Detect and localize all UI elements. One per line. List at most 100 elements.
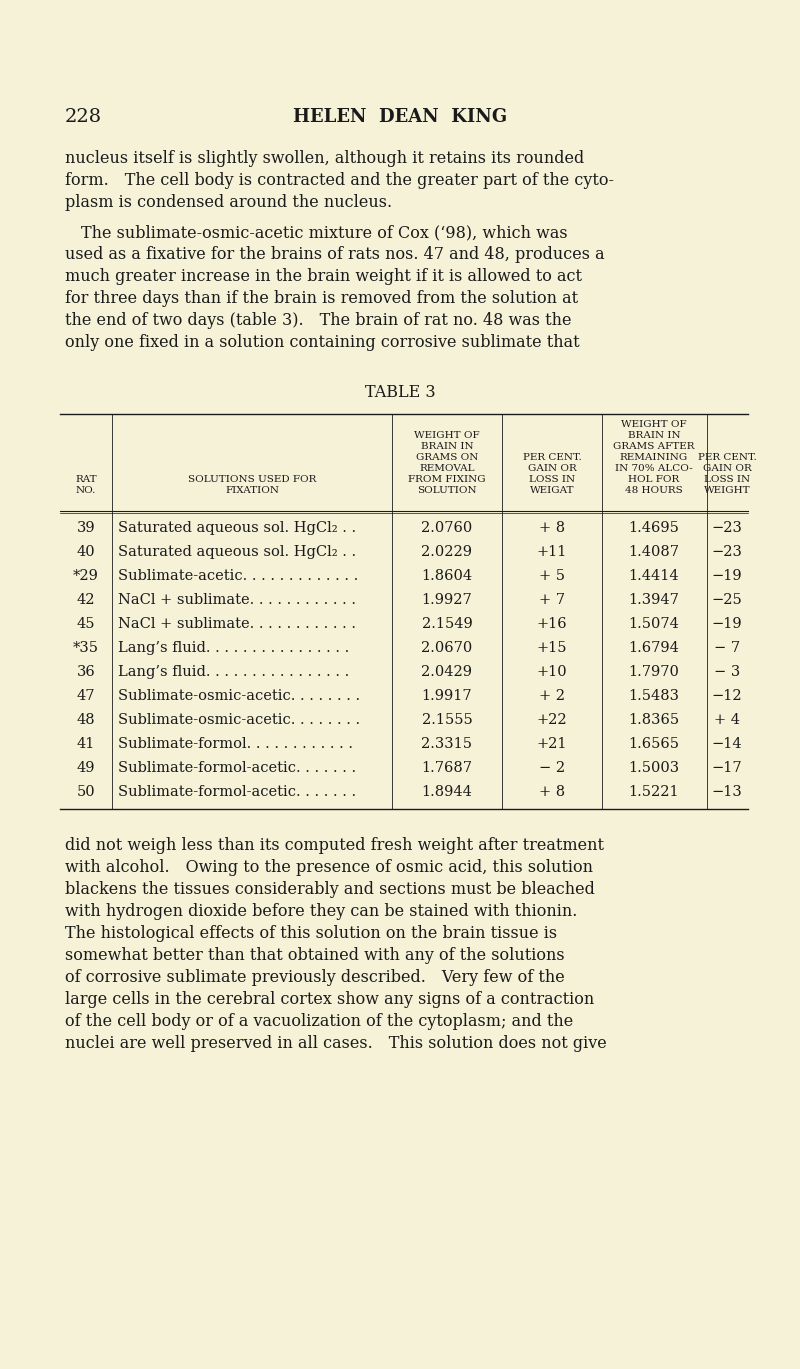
Text: 1.7970: 1.7970: [629, 665, 679, 679]
Text: 42: 42: [77, 593, 95, 606]
Text: −19: −19: [712, 617, 742, 631]
Text: SOLUTION: SOLUTION: [417, 486, 477, 496]
Text: SOLUTIONS USED FOR: SOLUTIONS USED FOR: [188, 475, 316, 485]
Text: Sublimate-formol-acetic. . . . . . .: Sublimate-formol-acetic. . . . . . .: [118, 761, 356, 775]
Text: 228: 228: [65, 108, 102, 126]
Text: −12: −12: [712, 689, 742, 704]
Text: 2.0670: 2.0670: [422, 641, 473, 654]
Text: GRAMS ON: GRAMS ON: [416, 453, 478, 461]
Text: Sublimate-acetic. . . . . . . . . . . . .: Sublimate-acetic. . . . . . . . . . . . …: [118, 570, 358, 583]
Text: TABLE 3: TABLE 3: [365, 383, 435, 401]
Text: FROM FIXING: FROM FIXING: [408, 475, 486, 485]
Text: −23: −23: [711, 545, 742, 559]
Text: used as a fixative for the brains of rats nos. 47 and 48, produces a: used as a fixative for the brains of rat…: [65, 246, 605, 263]
Text: +16: +16: [537, 617, 567, 631]
Text: form. The cell body is contracted and the greater part of the cyto-: form. The cell body is contracted and th…: [65, 172, 614, 189]
Text: of corrosive sublimate previously described. Very few of the: of corrosive sublimate previously descri…: [65, 969, 565, 986]
Text: LOSS IN: LOSS IN: [704, 475, 750, 485]
Text: The histological effects of this solution on the brain tissue is: The histological effects of this solutio…: [65, 925, 557, 942]
Text: 1.4087: 1.4087: [629, 545, 679, 559]
Text: with hydrogen dioxide before they can be stained with thionin.: with hydrogen dioxide before they can be…: [65, 904, 578, 920]
Text: −23: −23: [711, 522, 742, 535]
Text: 2.3315: 2.3315: [422, 737, 473, 752]
Text: 1.5221: 1.5221: [629, 784, 679, 799]
Text: − 2: − 2: [539, 761, 565, 775]
Text: nucleus itself is slightly swollen, although it retains its rounded: nucleus itself is slightly swollen, alth…: [65, 151, 584, 167]
Text: the end of two days (table 3). The brain of rat no. 48 was the: the end of two days (table 3). The brain…: [65, 312, 571, 329]
Text: 1.7687: 1.7687: [422, 761, 473, 775]
Text: somewhat better than that obtained with any of the solutions: somewhat better than that obtained with …: [65, 947, 565, 964]
Text: GAIN OR: GAIN OR: [702, 464, 751, 474]
Text: Lang’s fluid. . . . . . . . . . . . . . . .: Lang’s fluid. . . . . . . . . . . . . . …: [118, 665, 350, 679]
Text: *29: *29: [73, 570, 99, 583]
Text: HELEN  DEAN  KING: HELEN DEAN KING: [293, 108, 507, 126]
Text: RAT: RAT: [75, 475, 97, 485]
Text: −19: −19: [712, 570, 742, 583]
Text: 1.8604: 1.8604: [422, 570, 473, 583]
Text: 47: 47: [77, 689, 95, 704]
Text: 1.5074: 1.5074: [629, 617, 679, 631]
Text: 48: 48: [77, 713, 95, 727]
Text: Sublimate-osmic-acetic. . . . . . . .: Sublimate-osmic-acetic. . . . . . . .: [118, 713, 360, 727]
Text: −13: −13: [712, 784, 742, 799]
Text: 1.8365: 1.8365: [629, 713, 679, 727]
Text: +22: +22: [537, 713, 567, 727]
Text: NaCl + sublimate. . . . . . . . . . . .: NaCl + sublimate. . . . . . . . . . . .: [118, 617, 356, 631]
Text: Saturated aqueous sol. HgCl₂ . .: Saturated aqueous sol. HgCl₂ . .: [118, 522, 356, 535]
Text: Sublimate-formol. . . . . . . . . . . .: Sublimate-formol. . . . . . . . . . . .: [118, 737, 353, 752]
Text: 50: 50: [77, 784, 95, 799]
Text: BRAIN IN: BRAIN IN: [628, 431, 680, 439]
Text: FIXATION: FIXATION: [225, 486, 279, 496]
Text: WEIGHT OF: WEIGHT OF: [414, 431, 480, 439]
Text: 1.6794: 1.6794: [629, 641, 679, 654]
Text: of the cell body or of a vacuolization of the cytoplasm; and the: of the cell body or of a vacuolization o…: [65, 1013, 574, 1029]
Text: +21: +21: [537, 737, 567, 752]
Text: 40: 40: [77, 545, 95, 559]
Text: BRAIN IN: BRAIN IN: [421, 442, 474, 450]
Text: only one fixed in a solution containing corrosive sublimate that: only one fixed in a solution containing …: [65, 334, 580, 350]
Text: Sublimate-formol-acetic. . . . . . .: Sublimate-formol-acetic. . . . . . .: [118, 784, 356, 799]
Text: WEIGHT: WEIGHT: [704, 486, 750, 496]
Text: 1.3947: 1.3947: [629, 593, 679, 606]
Text: Lang’s fluid. . . . . . . . . . . . . . . .: Lang’s fluid. . . . . . . . . . . . . . …: [118, 641, 350, 654]
Text: 1.4695: 1.4695: [629, 522, 679, 535]
Text: 2.0429: 2.0429: [422, 665, 473, 679]
Text: −17: −17: [712, 761, 742, 775]
Text: GAIN OR: GAIN OR: [528, 464, 576, 474]
Text: 41: 41: [77, 737, 95, 752]
Text: 2.1555: 2.1555: [422, 713, 472, 727]
Text: HOL FOR: HOL FOR: [628, 475, 680, 485]
Text: 1.6565: 1.6565: [629, 737, 679, 752]
Text: +15: +15: [537, 641, 567, 654]
Text: for three days than if the brain is removed from the solution at: for three days than if the brain is remo…: [65, 290, 578, 307]
Text: + 4: + 4: [714, 713, 740, 727]
Text: + 7: + 7: [539, 593, 565, 606]
Text: *35: *35: [73, 641, 99, 654]
Text: PER CENT.: PER CENT.: [698, 453, 756, 461]
Text: plasm is condensed around the nucleus.: plasm is condensed around the nucleus.: [65, 194, 392, 211]
Text: NO.: NO.: [76, 486, 96, 496]
Text: WEIGAT: WEIGAT: [530, 486, 574, 496]
Text: Sublimate-osmic-acetic. . . . . . . .: Sublimate-osmic-acetic. . . . . . . .: [118, 689, 360, 704]
Text: + 8: + 8: [539, 522, 565, 535]
Text: IN 70% ALCO-: IN 70% ALCO-: [615, 464, 693, 474]
Text: +10: +10: [537, 665, 567, 679]
Text: 2.0229: 2.0229: [422, 545, 473, 559]
Text: Saturated aqueous sol. HgCl₂ . .: Saturated aqueous sol. HgCl₂ . .: [118, 545, 356, 559]
Text: PER CENT.: PER CENT.: [522, 453, 582, 461]
Text: 45: 45: [77, 617, 95, 631]
Text: did not weigh less than its computed fresh weight after treatment: did not weigh less than its computed fre…: [65, 836, 604, 854]
Text: 48 HOURS: 48 HOURS: [625, 486, 683, 496]
Text: REMOVAL: REMOVAL: [419, 464, 474, 474]
Text: 1.5483: 1.5483: [629, 689, 679, 704]
Text: GRAMS AFTER: GRAMS AFTER: [614, 442, 694, 450]
Text: 1.4414: 1.4414: [629, 570, 679, 583]
Text: 2.0760: 2.0760: [422, 522, 473, 535]
Text: 1.5003: 1.5003: [629, 761, 679, 775]
Text: 49: 49: [77, 761, 95, 775]
Text: nuclei are well preserved in all cases. This solution does not give: nuclei are well preserved in all cases. …: [65, 1035, 606, 1051]
Text: with alcohol. Owing to the presence of osmic acid, this solution: with alcohol. Owing to the presence of o…: [65, 858, 593, 876]
Text: large cells in the cerebral cortex show any signs of a contraction: large cells in the cerebral cortex show …: [65, 991, 594, 1008]
Text: LOSS IN: LOSS IN: [529, 475, 575, 485]
Text: much greater increase in the brain weight if it is allowed to act: much greater increase in the brain weigh…: [65, 268, 582, 285]
